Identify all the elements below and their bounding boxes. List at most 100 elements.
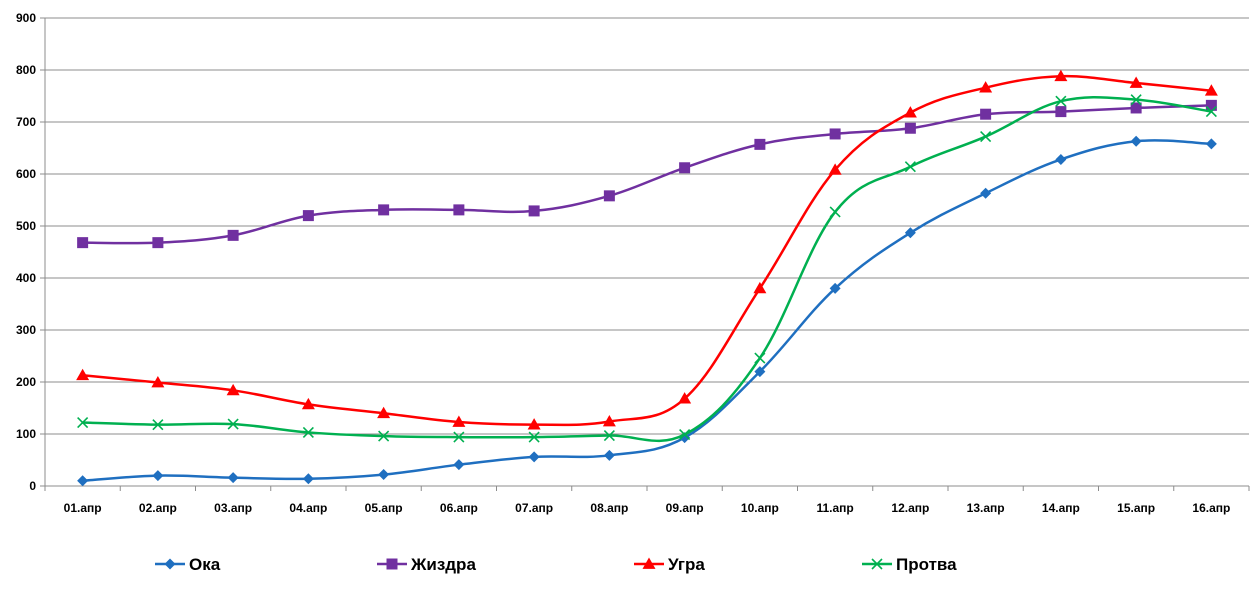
data-point bbox=[76, 368, 90, 381]
data-point bbox=[678, 392, 692, 404]
data-point bbox=[754, 352, 766, 364]
data-point bbox=[527, 418, 541, 430]
legend-item: Жиздра bbox=[377, 555, 476, 574]
y-tick-label: 900 bbox=[16, 11, 36, 25]
data-point bbox=[829, 206, 841, 218]
data-point bbox=[1205, 106, 1217, 118]
data-point bbox=[602, 415, 616, 427]
data-point bbox=[378, 469, 390, 481]
data-point bbox=[1054, 69, 1068, 82]
x-tick-label: 15.апр bbox=[1117, 501, 1155, 515]
data-point bbox=[77, 475, 89, 487]
x-tick-label: 08.апр bbox=[590, 501, 628, 515]
series-line bbox=[82, 74, 1212, 427]
data-point bbox=[377, 406, 391, 419]
x-tick-label: 16.апр bbox=[1192, 501, 1230, 515]
data-point bbox=[226, 383, 240, 396]
x-tick-label: 02.апр bbox=[139, 501, 177, 515]
x-tick-label: 12.апр bbox=[891, 501, 929, 515]
data-point bbox=[679, 428, 691, 441]
data-point bbox=[152, 470, 164, 482]
data-point bbox=[828, 163, 842, 175]
y-tick-label: 200 bbox=[16, 375, 36, 389]
data-point bbox=[980, 108, 992, 120]
data-point bbox=[77, 237, 89, 249]
data-point bbox=[227, 472, 239, 484]
y-tick-label: 800 bbox=[16, 63, 36, 77]
data-point bbox=[603, 190, 615, 202]
series-1 bbox=[77, 99, 1217, 249]
data-point bbox=[453, 459, 465, 471]
data-point bbox=[1055, 153, 1067, 165]
data-point bbox=[1130, 135, 1142, 147]
x-tick-label: 05.апр bbox=[365, 501, 403, 515]
legend-item: Ока bbox=[155, 555, 221, 574]
data-point bbox=[152, 237, 164, 249]
y-tick-label: 400 bbox=[16, 271, 36, 285]
data-point bbox=[1055, 106, 1067, 118]
x-tick-label: 06.апр bbox=[440, 501, 478, 515]
y-tick-labels: 0 100 200 300 400 500 600 700 800 900 bbox=[16, 11, 36, 493]
legend-item: Угра bbox=[634, 555, 705, 574]
data-point bbox=[302, 426, 314, 439]
legend-label: Протва bbox=[896, 555, 957, 574]
series-0 bbox=[77, 135, 1217, 487]
x-tick-label: 13.апр bbox=[967, 501, 1005, 515]
data-point bbox=[903, 106, 917, 118]
x-tick-label: 07.апр bbox=[515, 501, 553, 515]
x-tick-labels: 01.апр 02.апр 03.апр 04.апр 05.апр 06.апр 07.а… bbox=[64, 501, 1231, 515]
y-tick-label: 500 bbox=[16, 219, 36, 233]
series-line bbox=[82, 104, 1212, 245]
data-point bbox=[829, 128, 841, 140]
data-point bbox=[1205, 138, 1217, 150]
grid-lines bbox=[45, 17, 1249, 435]
data-point bbox=[1055, 95, 1067, 107]
x-tick-label: 09.апр bbox=[666, 501, 704, 515]
y-tick-label: 700 bbox=[16, 115, 36, 129]
legend-marker bbox=[164, 558, 176, 570]
legend-label: Ока bbox=[189, 555, 221, 574]
data-point bbox=[453, 204, 465, 216]
data-point bbox=[904, 161, 916, 173]
x-tick-label: 03.апр bbox=[214, 501, 252, 515]
data-point bbox=[603, 449, 615, 461]
data-point bbox=[528, 451, 540, 463]
data-point bbox=[227, 418, 239, 430]
data-point bbox=[302, 473, 314, 485]
data-point bbox=[227, 229, 239, 241]
y-tick-label: 600 bbox=[16, 167, 36, 181]
legend-item: Протва bbox=[862, 555, 957, 574]
x-tick-label: 14.апр bbox=[1042, 501, 1080, 515]
data-point bbox=[679, 162, 691, 174]
data-point bbox=[77, 416, 89, 429]
data-point bbox=[528, 431, 540, 443]
data-point bbox=[980, 187, 992, 199]
data-point bbox=[753, 281, 767, 294]
data-point bbox=[829, 282, 841, 294]
data-point bbox=[528, 205, 540, 217]
data-point bbox=[754, 366, 766, 378]
legend-marker bbox=[386, 558, 398, 570]
x-tick-label: 11.апр bbox=[816, 501, 853, 515]
data-point bbox=[301, 397, 315, 410]
series-2 bbox=[76, 69, 1218, 430]
data-point bbox=[1130, 102, 1142, 114]
data-point bbox=[1129, 76, 1143, 88]
legend-marker bbox=[871, 558, 883, 570]
series-3 bbox=[77, 94, 1217, 443]
data-point bbox=[378, 430, 390, 442]
data-point bbox=[452, 415, 466, 427]
legend-label: Угра bbox=[668, 555, 705, 574]
data-point bbox=[904, 122, 916, 134]
data-point bbox=[1205, 99, 1217, 111]
legend: Ока Жиздра Угра Протва bbox=[155, 555, 957, 574]
x-tick-label: 10.апр bbox=[741, 501, 779, 515]
series-line bbox=[82, 95, 1212, 443]
legend-marker bbox=[642, 557, 656, 569]
series-lines bbox=[76, 69, 1218, 487]
series-line bbox=[82, 139, 1212, 483]
legend-label: Жиздра bbox=[410, 555, 476, 574]
data-point bbox=[152, 419, 164, 431]
data-point bbox=[904, 227, 916, 239]
